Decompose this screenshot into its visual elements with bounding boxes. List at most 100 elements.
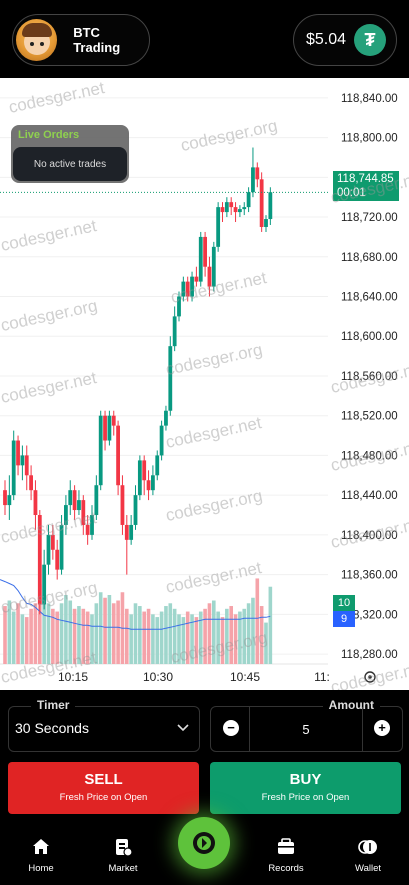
y-tick-label: 118,440.00 (341, 490, 398, 502)
candle-body (168, 346, 173, 411)
candle-body (129, 524, 134, 540)
sell-button[interactable]: SELL Fresh Price on Open (8, 762, 199, 814)
nav-market[interactable]: Market (88, 837, 158, 874)
volume-bar (77, 606, 81, 664)
volume-bar (172, 608, 177, 664)
y-tick-label: 118,320.00 (341, 609, 398, 621)
bottom-nav: Home Market Records Wallet (0, 817, 409, 885)
price-chart[interactable]: 118,840.00118,800.00118,760.00118,720.00… (0, 78, 409, 697)
x-tick-label: 10:45 (230, 670, 260, 684)
candle-body (120, 485, 125, 525)
settings-gear-icon[interactable] (364, 671, 376, 683)
nav-records[interactable]: Records (251, 837, 321, 874)
buy-subtitle: Fresh Price on Open (261, 792, 350, 803)
candle-body (81, 500, 86, 525)
volume-bar (177, 614, 181, 664)
chevron-down-icon[interactable] (175, 719, 191, 735)
candle-body (220, 207, 225, 213)
sell-label: SELL (84, 771, 123, 788)
volume-bar (42, 595, 46, 664)
nav-home[interactable]: Home (6, 837, 76, 874)
header: BTC Trading $5.04 ₮ (0, 0, 409, 78)
candle-body (20, 455, 25, 466)
volume-bar (85, 611, 90, 664)
volume-bar (194, 617, 199, 664)
volume-bar (38, 583, 42, 664)
candle-body (3, 490, 7, 506)
volume-bar (255, 578, 260, 664)
y-tick-label: 118,600.00 (341, 331, 398, 343)
volume-bar (233, 614, 238, 664)
live-orders-panel: Live Orders No active trades (11, 125, 129, 183)
y-tick-label: 118,640.00 (341, 292, 398, 304)
profile-pill[interactable]: BTC Trading (12, 14, 150, 66)
timer-select[interactable]: Timer 30 Seconds (8, 698, 200, 752)
candle-body (77, 500, 81, 511)
amount-stepper: Amount − 5 + (210, 698, 403, 752)
trade-center-button[interactable] (178, 817, 230, 869)
volume-bar (268, 586, 273, 664)
candle-body (29, 475, 33, 491)
candle-body (50, 534, 55, 550)
candle-body (203, 236, 207, 267)
volume-bar (125, 608, 129, 664)
candle-body (246, 192, 251, 208)
candle-body (16, 440, 20, 466)
countdown: 00:01 (337, 187, 366, 199)
candle-body (37, 515, 42, 605)
candle-body (55, 549, 60, 570)
candle-body (211, 246, 216, 287)
nav-home-label: Home (28, 863, 54, 874)
candle-body (42, 564, 47, 605)
candle-body (116, 425, 120, 486)
volume-bar (246, 603, 251, 664)
buy-button[interactable]: BUY Fresh Price on Open (210, 762, 401, 814)
candle-body (177, 296, 181, 317)
candle-body (264, 219, 268, 227)
candle-body (64, 505, 68, 525)
volume-bar (90, 614, 94, 664)
y-tick-label: 118,680.00 (341, 252, 398, 264)
volume-bar (81, 608, 86, 664)
candlestick-chart[interactable]: 118,840.00118,800.00118,760.00118,720.00… (0, 78, 409, 690)
volume-bar (94, 603, 99, 664)
volume-bar (151, 614, 155, 664)
volume-bar (46, 603, 51, 664)
y-tick-label: 118,480.00 (341, 450, 398, 462)
nav-wallet[interactable]: Wallet (333, 837, 403, 874)
amount-decrease-button[interactable]: − (223, 720, 239, 736)
candle-body (268, 192, 273, 220)
avatar[interactable] (16, 19, 58, 61)
balance-pill[interactable]: $5.04 ₮ (293, 14, 397, 66)
amount-input[interactable]: 5 (249, 707, 363, 751)
current-price: 118,744.85 (337, 173, 394, 185)
volume-bar (3, 606, 7, 664)
settings-gear-icon-center (368, 675, 372, 679)
sell-subtitle: Fresh Price on Open (59, 792, 148, 803)
volume-bar (259, 606, 264, 664)
app-title: BTC Trading (73, 25, 121, 55)
candle-body (90, 515, 94, 535)
home-icon (33, 839, 49, 854)
y-tick-label: 118,800.00 (341, 133, 398, 145)
volume-bar (138, 606, 142, 664)
candle-body (198, 236, 203, 282)
trade-icon (193, 832, 215, 854)
volume-bar (242, 608, 247, 664)
amount-increase-button[interactable]: + (374, 720, 390, 736)
y-tick-label: 118,840.00 (341, 93, 398, 105)
volume-bar (68, 600, 73, 664)
moving-average-line (0, 579, 271, 630)
candle-body (233, 207, 238, 213)
candle-body (111, 415, 116, 426)
candle-body (251, 167, 255, 193)
candle-body (107, 415, 112, 441)
candle-body (94, 485, 99, 516)
volume-label-ma: 9 (333, 611, 355, 627)
volume-bar (29, 608, 33, 664)
volume-bar (24, 617, 29, 664)
y-tick-label: 118,400.00 (341, 530, 398, 542)
volume-bar (51, 608, 55, 664)
volume-bar (168, 603, 173, 664)
volume-bar (181, 617, 186, 664)
